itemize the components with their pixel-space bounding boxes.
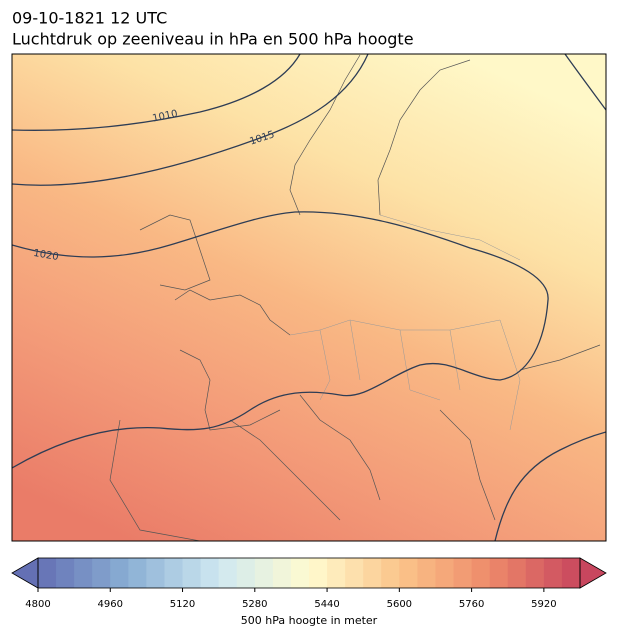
extend-high [579, 557, 607, 589]
isobar [12, 211, 549, 469]
color-block [92, 558, 111, 588]
color-block [128, 558, 147, 588]
tick-label: 5440 [314, 599, 339, 610]
color-block [74, 558, 93, 588]
color-block [290, 558, 310, 588]
tick-label: 5920 [531, 599, 556, 610]
height-field [12, 54, 606, 541]
color-block [327, 558, 346, 588]
color-block [435, 558, 455, 588]
isobar [564, 54, 606, 111]
title: 09-10-1821 12 UTC [12, 9, 167, 28]
isobar [494, 431, 606, 541]
colorbar: 4800 4960 5120 5280 5440 5600 5760 5920 [11, 557, 607, 610]
color-block [381, 558, 400, 588]
color-block [56, 558, 75, 588]
colorbar-frame [37, 557, 581, 589]
map-frame [11, 53, 607, 542]
borders [289, 214, 521, 431]
color-block [272, 558, 292, 588]
color-block [489, 558, 509, 588]
tick-label: 4800 [25, 599, 50, 610]
color-block [110, 558, 129, 588]
color-block [543, 558, 563, 588]
color-block [254, 558, 274, 588]
isobar [12, 54, 301, 131]
color-block [218, 558, 238, 588]
tick-label: 5280 [242, 599, 267, 610]
isobar [12, 54, 369, 186]
color-block [507, 558, 527, 588]
tick-label: 5600 [387, 599, 412, 610]
isobar-label: 1010 [152, 108, 179, 124]
color-block [164, 558, 184, 588]
colorbar-label: 500 hPa hoogte in meter [241, 614, 378, 627]
extend-low [11, 557, 39, 589]
color-block [471, 558, 491, 588]
color-block [309, 558, 328, 588]
color-block [363, 558, 382, 588]
tick-label: 4960 [98, 599, 123, 610]
tick-label: 5120 [170, 599, 195, 610]
color-block [200, 558, 220, 588]
tick-label: 5760 [459, 599, 484, 610]
color-block [182, 558, 202, 588]
isobar-label: 1020 [32, 248, 59, 263]
map: 1010 1015 1020 [12, 54, 606, 541]
coastline [109, 54, 601, 541]
color-block [561, 558, 581, 588]
subtitle: Luchtdruk op zeeniveau in hPa en 500 hPa… [12, 30, 414, 49]
color-block [453, 558, 473, 588]
color-block [38, 558, 57, 588]
color-block [345, 558, 364, 588]
color-block [525, 558, 545, 588]
color-block [146, 558, 165, 588]
color-block [236, 558, 256, 588]
color-block [417, 558, 436, 588]
color-block [399, 558, 418, 588]
